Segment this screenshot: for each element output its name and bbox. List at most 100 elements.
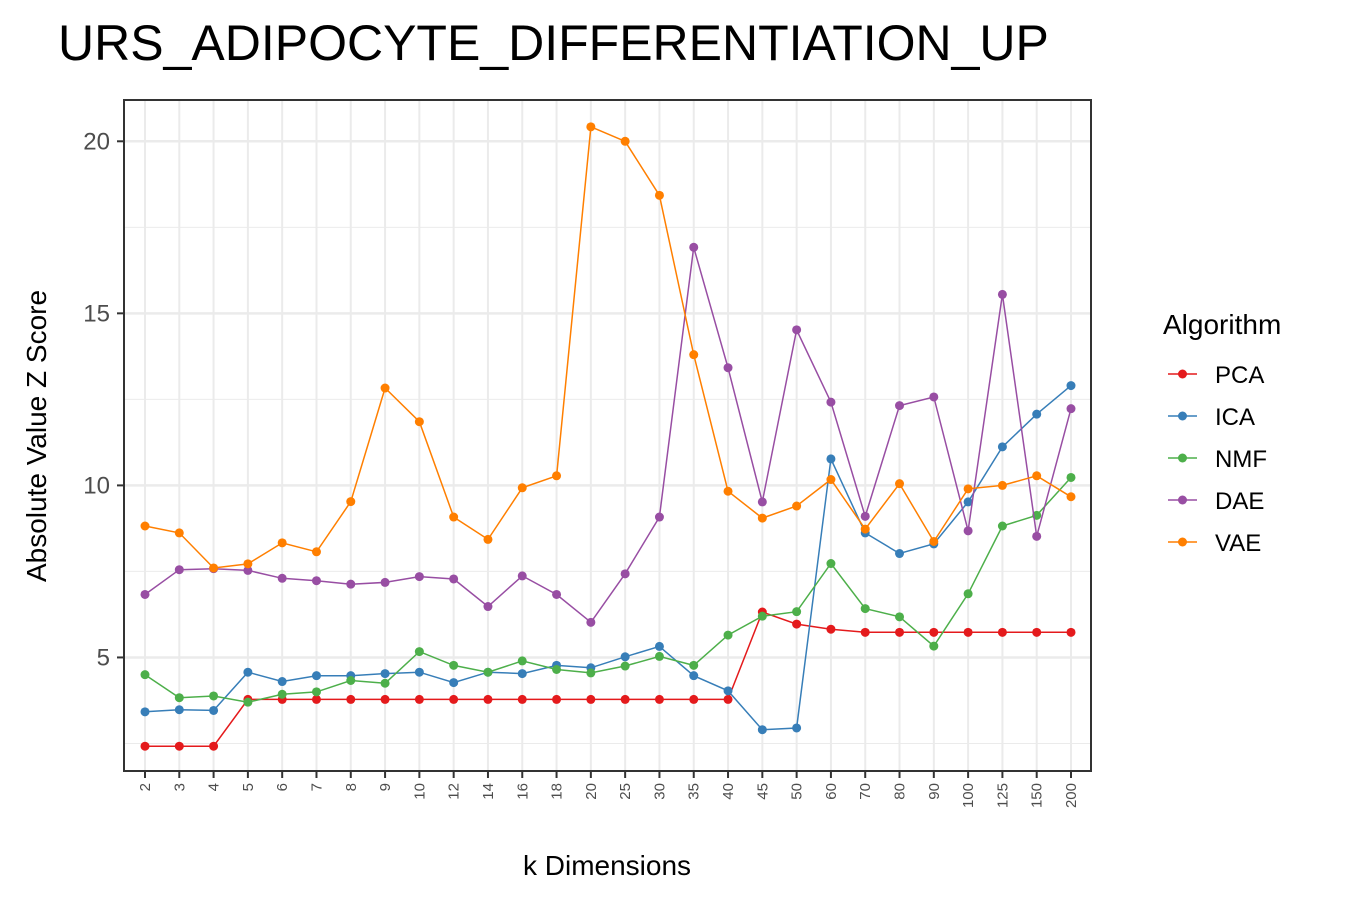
data-point [380, 383, 390, 393]
data-point [449, 660, 459, 670]
data-point [1066, 492, 1076, 502]
legend-label: ICA [1215, 404, 1255, 431]
data-point [997, 442, 1007, 452]
data-point [140, 707, 150, 717]
series-lines [140, 122, 1076, 751]
data-point [963, 484, 973, 494]
data-point [1066, 404, 1076, 414]
legend-label: DAE [1215, 488, 1264, 515]
x-tick-label: 20 [583, 783, 600, 800]
data-point [483, 602, 493, 612]
x-tick-label: 70 [857, 783, 874, 800]
data-point [449, 574, 459, 584]
data-point [997, 521, 1007, 531]
plot-panel [123, 99, 1092, 772]
data-point [792, 325, 802, 335]
data-point [654, 651, 664, 661]
data-point [380, 669, 390, 679]
series-nmf [140, 472, 1076, 707]
legend-item-nmf: NMF [1168, 446, 1267, 473]
x-tick-label: 80 [892, 783, 909, 800]
data-point [209, 691, 219, 701]
data-point [723, 486, 733, 496]
data-point [483, 694, 493, 704]
x-tick-label: 14 [480, 783, 497, 800]
data-point [140, 521, 150, 531]
data-point [277, 677, 287, 687]
data-point [174, 693, 184, 703]
x-tick-label: 3 [171, 783, 188, 791]
x-tick-label: 90 [926, 783, 943, 800]
data-point [174, 565, 184, 575]
data-point [414, 572, 424, 582]
x-tick-label: 150 [1029, 783, 1046, 808]
data-point [1032, 409, 1042, 419]
x-tick-label: 5 [240, 783, 257, 791]
data-point [963, 589, 973, 599]
data-point [243, 565, 253, 575]
data-point [689, 694, 699, 704]
data-point [1066, 472, 1076, 482]
x-tick-label: 7 [308, 783, 325, 791]
data-point [380, 577, 390, 587]
series-ica [140, 381, 1076, 735]
data-point [860, 511, 870, 521]
x-tick-label: 16 [514, 783, 531, 800]
data-point [997, 627, 1007, 637]
data-point [277, 538, 287, 548]
data-point [1066, 381, 1076, 391]
data-point [792, 607, 802, 617]
data-point [517, 669, 527, 679]
data-point [140, 670, 150, 680]
y-tick-label: 10 [83, 472, 110, 499]
chart-title: URS_ADIPOCYTE_DIFFERENTIATION_UP [58, 15, 1049, 71]
data-point [1032, 471, 1042, 481]
data-point [826, 475, 836, 485]
legend-item-vae: VAE [1168, 530, 1261, 557]
data-point [1032, 531, 1042, 541]
legend-item-ica: ICA [1168, 404, 1255, 431]
data-point [620, 136, 630, 146]
x-tick-label: 50 [789, 783, 806, 800]
x-tick-label: 8 [343, 783, 360, 791]
x-tick-label: 10 [411, 783, 428, 800]
data-point [757, 725, 767, 735]
legend-label: VAE [1215, 530, 1261, 557]
x-tick-label: 60 [823, 783, 840, 800]
data-point [346, 579, 356, 589]
data-point [792, 501, 802, 511]
y-tick-label: 15 [83, 300, 110, 327]
legend-title: Algorithm [1163, 309, 1281, 340]
x-tick-label: 2 [137, 783, 154, 791]
x-tick-label: 6 [274, 783, 291, 791]
data-point [723, 630, 733, 640]
data-point [517, 571, 527, 581]
data-point [689, 242, 699, 252]
data-point [895, 627, 905, 637]
data-point [895, 549, 905, 559]
grid-lines [124, 100, 1091, 771]
data-point [552, 471, 562, 481]
data-point [723, 694, 733, 704]
x-tick-label: 45 [754, 783, 771, 800]
legend-point [1178, 369, 1187, 379]
data-point [414, 667, 424, 677]
x-tick-label: 125 [994, 783, 1011, 808]
data-point [963, 627, 973, 637]
series-dae [140, 242, 1076, 627]
data-point [277, 689, 287, 699]
data-point [620, 652, 630, 662]
x-tick-label: 35 [686, 783, 703, 800]
y-axis: 5 10 15 20 [83, 128, 124, 671]
data-point [826, 397, 836, 407]
data-point [997, 289, 1007, 299]
y-tick-label: 5 [97, 644, 110, 671]
series-vae [140, 122, 1076, 573]
data-point [654, 694, 664, 704]
data-point [997, 480, 1007, 490]
data-point [826, 559, 836, 569]
x-tick-label: 200 [1063, 783, 1080, 808]
data-point [689, 350, 699, 360]
x-tick-label: 18 [549, 783, 566, 800]
data-point [792, 619, 802, 629]
